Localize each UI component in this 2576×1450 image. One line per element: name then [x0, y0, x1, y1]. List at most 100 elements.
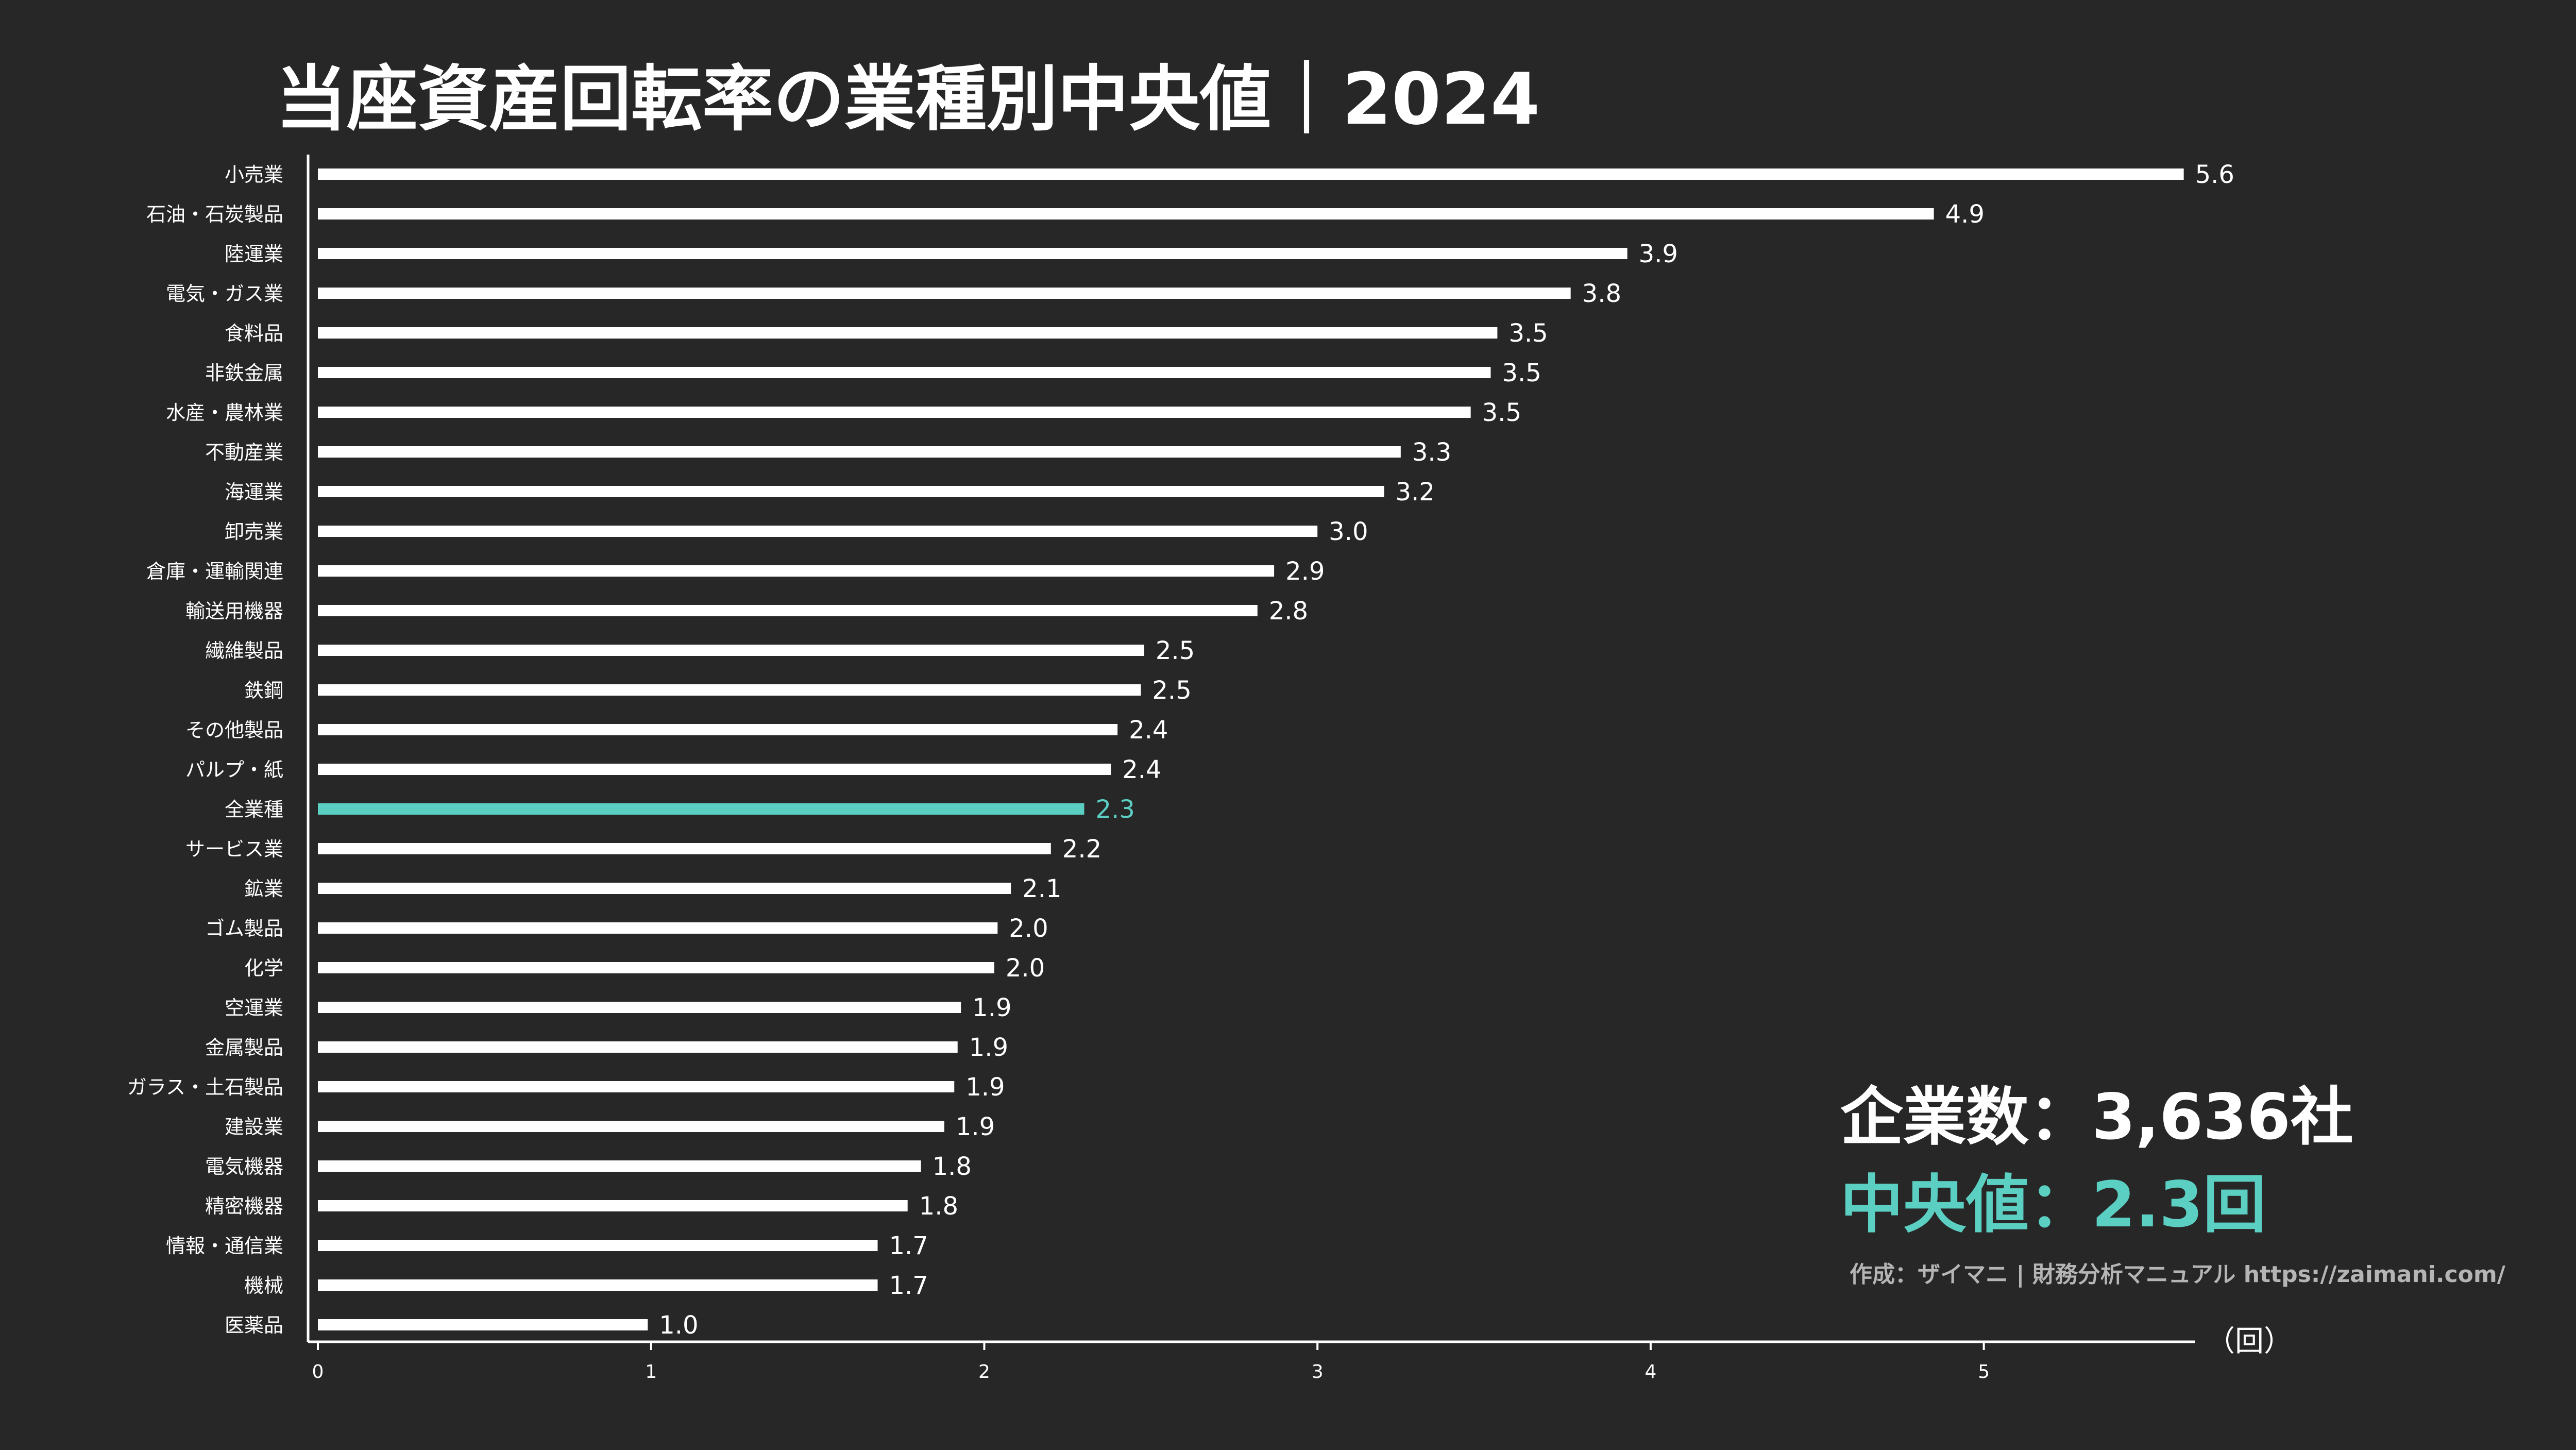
value-label: 2.0: [1006, 954, 1045, 983]
x-tick-label: 1: [645, 1361, 657, 1382]
category-label: 食料品: [225, 322, 283, 345]
value-label: 2.4: [1122, 755, 1161, 784]
bar: [318, 1240, 878, 1251]
value-label: 1.9: [972, 993, 1011, 1022]
bar: [318, 208, 1934, 220]
category-label: 海運業: [225, 481, 283, 503]
bar: [318, 288, 1571, 299]
bar: [318, 526, 1318, 537]
value-label: 2.2: [1062, 835, 1101, 864]
value-label: 3.8: [1582, 279, 1621, 308]
bar: [318, 1279, 878, 1291]
category-label: 陸運業: [225, 243, 283, 265]
value-label: 3.5: [1509, 319, 1548, 348]
bar: [318, 1002, 961, 1013]
value-label: 4.9: [1945, 200, 1985, 229]
bar: [318, 446, 1401, 458]
category-label: 医薬品: [225, 1314, 283, 1337]
category-label: 鉄鋼: [244, 679, 283, 702]
x-axis-unit-label: （回）: [2206, 1325, 2293, 1358]
x-axis: 0 1 2 3 4 5 （回）: [307, 155, 2293, 1382]
category-label: 電気機器: [205, 1155, 283, 1178]
category-label: 情報・通信業: [166, 1235, 283, 1257]
value-label: 3.2: [1396, 478, 1435, 507]
value-label: 2.4: [1129, 716, 1168, 745]
bar: [318, 724, 1118, 735]
category-label: パルプ・紙: [185, 758, 283, 781]
credit-line: 作成：ザイマニ | 財務分析マニュアル https://zaimani.com/: [1850, 1261, 2506, 1288]
bar: [318, 1160, 921, 1172]
category-label: 電気・ガス業: [166, 282, 283, 305]
x-tick-label: 2: [978, 1361, 990, 1382]
bar: [318, 764, 1111, 775]
category-label: ゴム製品: [205, 917, 283, 940]
bar: [318, 1081, 955, 1092]
bar: [318, 1041, 958, 1053]
bar: [318, 367, 1491, 378]
bar: [318, 1121, 944, 1132]
category-label: 空運業: [225, 997, 283, 1019]
category-label: ガラス・土石製品: [127, 1076, 283, 1099]
value-label: 1.7: [889, 1271, 928, 1300]
value-label: 2.0: [1009, 914, 1048, 943]
value-label: 1.7: [889, 1232, 928, 1260]
value-label: 2.9: [1285, 557, 1325, 586]
value-label: 1.0: [659, 1311, 698, 1340]
bar: [318, 645, 1144, 656]
bar: [318, 1200, 908, 1211]
value-label: 3.9: [1639, 240, 1678, 268]
category-label: 卸売業: [225, 520, 283, 543]
bar: [318, 168, 2184, 180]
x-tick-label: 0: [312, 1361, 324, 1382]
bar: [318, 565, 1275, 577]
bar: [318, 605, 1258, 616]
chart-title: 当座資産回転率の業種別中央値｜2024: [276, 58, 1540, 141]
category-label: 石油・石炭製品: [146, 203, 283, 226]
category-label: サービス業: [185, 838, 283, 861]
median-summary: 中央値：2.3回: [1840, 1168, 2266, 1241]
category-label: 小売業: [225, 163, 283, 186]
category-label: 非鉄金属: [205, 362, 283, 384]
value-label: 3.0: [1329, 517, 1368, 546]
category-label: 不動産業: [205, 441, 283, 464]
bar: [318, 248, 1628, 259]
category-label: 精密機器: [205, 1195, 283, 1218]
category-label: 全業種: [225, 798, 283, 821]
value-label: 3.3: [1412, 438, 1451, 467]
category-label: 繊維製品: [205, 639, 283, 662]
category-label: 化学: [244, 957, 283, 980]
category-label: 金属製品: [205, 1036, 283, 1059]
category-label: 建設業: [225, 1116, 283, 1138]
value-label: 1.9: [956, 1112, 995, 1141]
bar: [318, 922, 998, 934]
bar: [318, 1319, 648, 1330]
category-label: 倉庫・運輸関連: [146, 560, 283, 583]
value-label: 1.9: [965, 1073, 1005, 1102]
value-label: 2.1: [1022, 874, 1061, 903]
company-count-summary: 企業数：3,636社: [1840, 1081, 2353, 1154]
value-label: 3.5: [1482, 398, 1521, 427]
bars-group: 小売業 5.6 石油・石炭製品 4.9 陸運業 3.9 電気・ガス業 3.8 食料品 3.5 非鉄金…: [127, 160, 2234, 1340]
bar: [318, 684, 1141, 696]
category-label: 輸送用機器: [185, 600, 283, 622]
bar: [318, 327, 1498, 339]
highlight-bar: [318, 803, 1084, 815]
x-tick-label: 3: [1312, 1361, 1324, 1382]
x-tick-label: 4: [1645, 1361, 1656, 1382]
value-label: 2.8: [1269, 597, 1308, 626]
category-label: 機械: [244, 1274, 283, 1297]
bar: [318, 407, 1471, 418]
category-label: その他製品: [185, 719, 283, 741]
value-label: 2.3: [1095, 795, 1134, 824]
category-label: 鉱業: [244, 878, 283, 900]
value-label: 2.5: [1156, 636, 1195, 665]
value-label: 3.5: [1502, 359, 1541, 387]
value-label: 1.8: [933, 1152, 972, 1181]
value-label: 1.8: [919, 1192, 958, 1221]
bar: [318, 962, 994, 973]
bar: [318, 843, 1051, 854]
value-label: 5.6: [2195, 160, 2234, 189]
bar: [318, 486, 1384, 497]
category-label: 水産・農林業: [166, 401, 283, 424]
